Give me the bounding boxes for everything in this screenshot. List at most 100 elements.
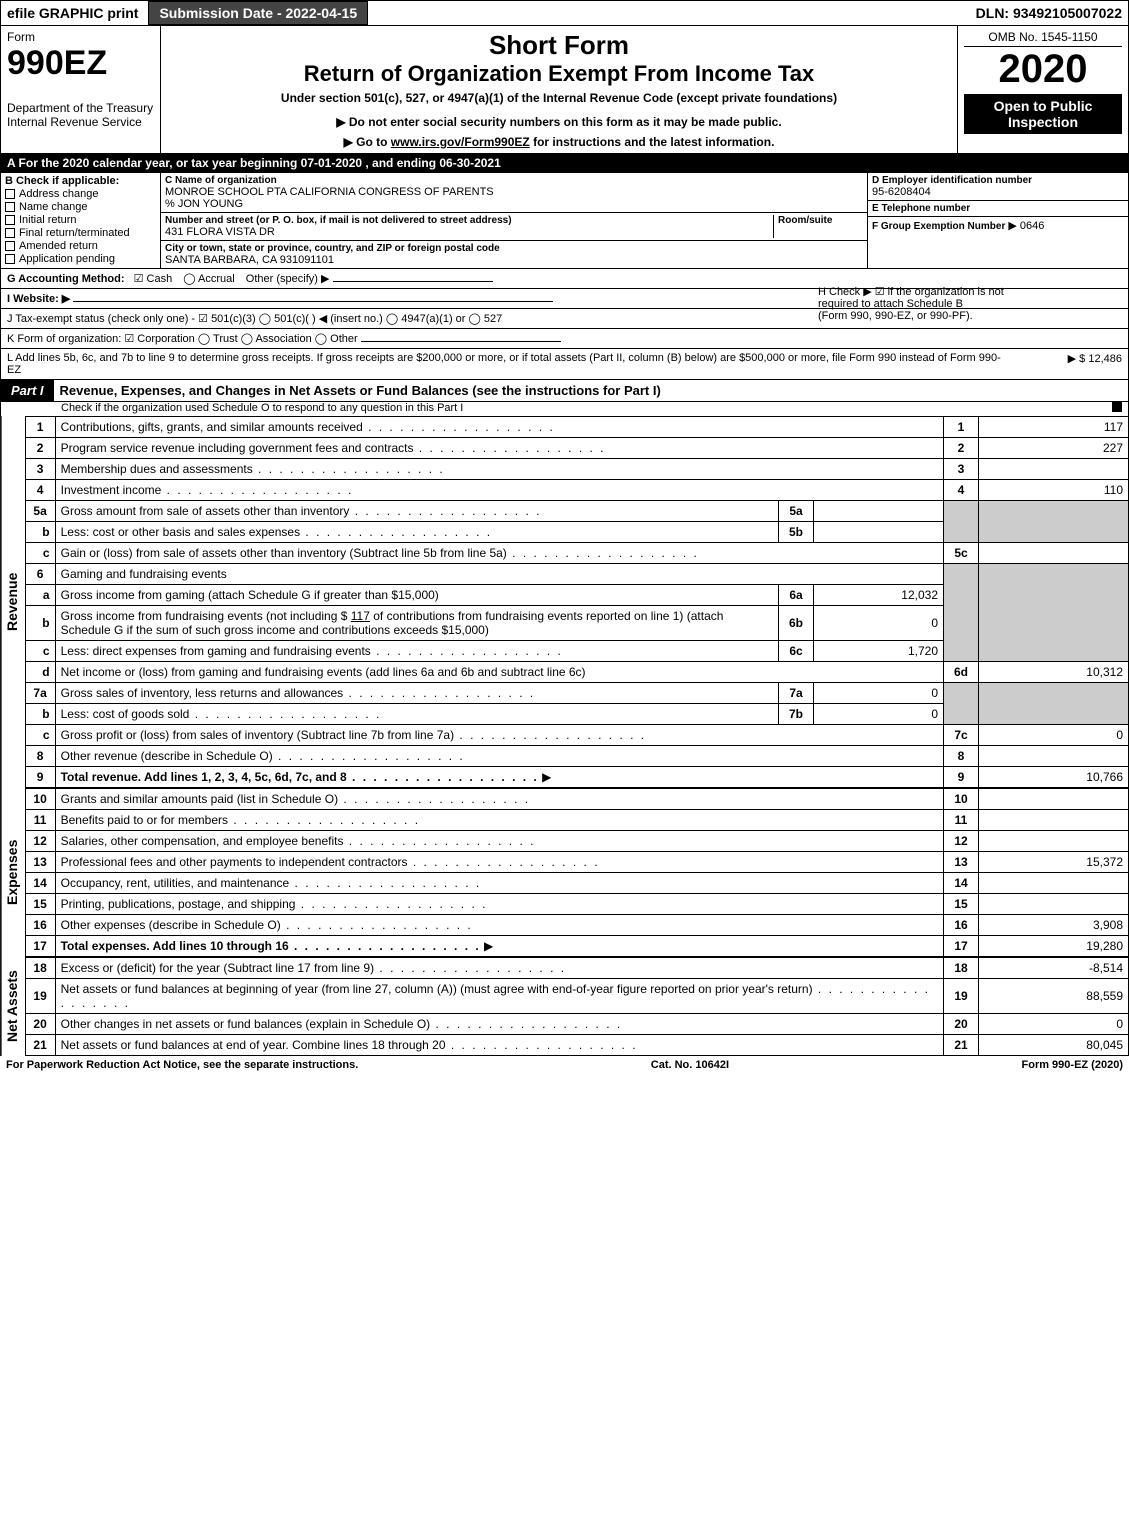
- line-11: 11 Benefits paid to or for members 11: [25, 810, 1128, 831]
- chk-label: Final return/terminated: [19, 227, 130, 239]
- checkbox-icon[interactable]: [5, 241, 15, 251]
- line-ref: 15: [944, 894, 979, 915]
- inner-label: 7b: [779, 704, 814, 725]
- header-middle: Short Form Return of Organization Exempt…: [161, 26, 958, 153]
- form-of-organization-row: K Form of organization: ☑ Corporation ◯ …: [0, 329, 1129, 349]
- chk-label: Application pending: [19, 253, 115, 265]
- line-20: 20 Other changes in net assets or fund b…: [25, 1014, 1128, 1035]
- chk-final-return[interactable]: Final return/terminated: [5, 227, 156, 239]
- row-number: 7a: [25, 683, 55, 704]
- line-ref: 9: [944, 767, 979, 788]
- expenses-table: 10 Grants and similar amounts paid (list…: [25, 788, 1129, 957]
- checkbox-icon[interactable]: [5, 202, 15, 212]
- l-amount: ▶ $ 12,486: [1012, 352, 1122, 376]
- part-1-sub-text: Check if the organization used Schedule …: [61, 402, 463, 414]
- irs-link[interactable]: www.irs.gov/Form990EZ: [391, 135, 530, 149]
- line-ref: 19: [944, 979, 979, 1014]
- chk-name-change[interactable]: Name change: [5, 201, 156, 213]
- checkbox-icon[interactable]: [5, 254, 15, 264]
- street-label: Number and street (or P. O. box, if mail…: [165, 215, 773, 226]
- line-17: 17 Total expenses. Add lines 10 through …: [25, 936, 1128, 957]
- line-ref: 11: [944, 810, 979, 831]
- line-desc: Total expenses. Add lines 10 through 16: [61, 939, 481, 953]
- efile-print-label[interactable]: efile GRAPHIC print: [1, 3, 144, 23]
- line-ref: 20: [944, 1014, 979, 1035]
- line-15: 15 Printing, publications, postage, and …: [25, 894, 1128, 915]
- line-desc: Membership dues and assessments: [61, 462, 445, 476]
- chk-label: Amended return: [19, 240, 98, 252]
- grey-cell: [979, 501, 1129, 543]
- group-label: F Group Exemption Number: [872, 221, 1005, 232]
- top-bar: efile GRAPHIC print Submission Date - 20…: [0, 0, 1129, 26]
- part-1-schedule-o-check: Check if the organization used Schedule …: [0, 402, 1129, 416]
- line-amount: 15,372: [979, 852, 1129, 873]
- chk-label: Name change: [19, 201, 88, 213]
- website-label: I Website: ▶: [7, 293, 70, 305]
- row-number: 16: [25, 915, 55, 936]
- chk-initial-return[interactable]: Initial return: [5, 214, 156, 226]
- inner-value: 0: [814, 704, 944, 725]
- ein-label: D Employer identification number: [872, 175, 1124, 186]
- chk-address-change[interactable]: Address change: [5, 188, 156, 200]
- city-label: City or town, state or province, country…: [165, 243, 863, 254]
- omb-number: OMB No. 1545-1150: [964, 30, 1122, 47]
- header-right: OMB No. 1545-1150 2020 Open to Public In…: [958, 26, 1128, 153]
- department-line-1: Department of the Treasury: [7, 101, 154, 115]
- return-title: Return of Organization Exempt From Incom…: [167, 61, 951, 87]
- part-1-header: Part I Revenue, Expenses, and Changes in…: [0, 380, 1129, 402]
- phone-label: E Telephone number: [872, 203, 1124, 214]
- row-number: 20: [25, 1014, 55, 1035]
- section-def: D Employer identification number 95-6208…: [868, 173, 1128, 268]
- line-amount: -8,514: [979, 958, 1129, 979]
- goto-prefix: ▶ Go to: [344, 135, 391, 149]
- row-number: a: [25, 585, 55, 606]
- checkbox-icon[interactable]: [5, 189, 15, 199]
- form-word: Form: [7, 30, 154, 44]
- line-desc: Net assets or fund balances at end of ye…: [61, 1038, 638, 1052]
- schedule-o-checkbox[interactable]: [1112, 402, 1122, 412]
- inner-value: 1,720: [814, 641, 944, 662]
- row-number: 4: [25, 480, 55, 501]
- part-1-tab: Part I: [1, 380, 54, 401]
- dln-label: DLN: 93492105007022: [970, 3, 1128, 23]
- j-text: J Tax-exempt status (check only one) - ☑…: [7, 313, 502, 325]
- expenses-side-label: Expenses: [1, 788, 25, 957]
- room-label: Room/suite: [778, 215, 863, 226]
- line-desc: Gaming and fundraising events: [55, 564, 943, 585]
- footer-left: For Paperwork Reduction Act Notice, see …: [6, 1059, 358, 1071]
- line-desc: Excess or (deficit) for the year (Subtra…: [61, 961, 566, 975]
- checkbox-icon[interactable]: [5, 215, 15, 225]
- header-left: Form 990EZ Department of the Treasury In…: [1, 26, 161, 153]
- checkbox-icon[interactable]: [5, 228, 15, 238]
- line-amount: [979, 810, 1129, 831]
- expenses-section: Expenses 10 Grants and similar amounts p…: [0, 788, 1129, 957]
- row-number: 5a: [25, 501, 55, 522]
- part-1-title: Revenue, Expenses, and Changes in Net As…: [54, 380, 1128, 401]
- line-ref: 14: [944, 873, 979, 894]
- chk-label: Initial return: [19, 214, 76, 226]
- ein-block: D Employer identification number 95-6208…: [868, 173, 1128, 201]
- line-amount: 3,908: [979, 915, 1129, 936]
- inner-label: 6b: [779, 606, 814, 641]
- line-4: 4 Investment income 4 110: [25, 480, 1128, 501]
- chk-application-pending[interactable]: Application pending: [5, 253, 156, 265]
- care-of: % JON YOUNG: [165, 198, 863, 210]
- open-public-badge: Open to Public Inspection: [964, 94, 1122, 134]
- line-ref: 12: [944, 831, 979, 852]
- k-text: K Form of organization: ☑ Corporation ◯ …: [7, 333, 358, 345]
- chk-amended-return[interactable]: Amended return: [5, 240, 156, 252]
- line-desc: Printing, publications, postage, and shi…: [61, 897, 488, 911]
- under-section-note: Under section 501(c), 527, or 4947(a)(1)…: [167, 91, 951, 105]
- h-line-3: (Form 990, 990-EZ, or 990-PF).: [818, 310, 1118, 322]
- line-amount: [979, 894, 1129, 915]
- h-schedule-b-box: H Check ▶ ☑ if the organization is not r…: [818, 285, 1118, 322]
- line-7a: 7a Gross sales of inventory, less return…: [25, 683, 1128, 704]
- cash-label: Cash: [147, 273, 173, 285]
- ssn-warning: ▶ Do not enter social security numbers o…: [167, 115, 951, 129]
- row-number: b: [25, 704, 55, 725]
- line-5c: c Gain or (loss) from sale of assets oth…: [25, 543, 1128, 564]
- row-number: 10: [25, 789, 55, 810]
- line-desc: Less: cost of goods sold: [61, 707, 382, 721]
- other-specify: Other (specify) ▶: [246, 273, 330, 285]
- line-ref: 13: [944, 852, 979, 873]
